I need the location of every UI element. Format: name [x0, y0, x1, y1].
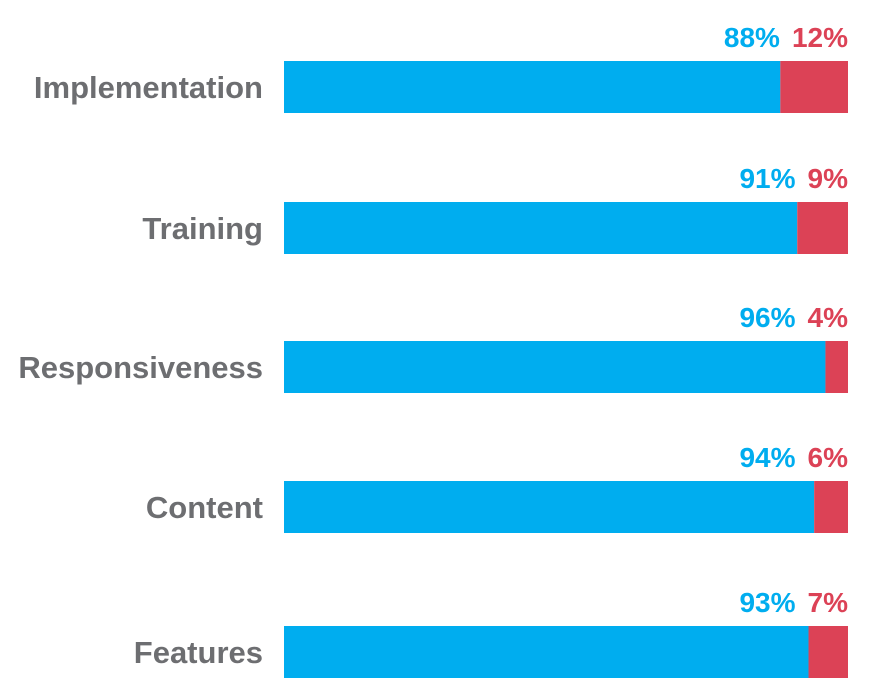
category-label: Content [146, 490, 263, 525]
value-label-primary: 94% [739, 442, 795, 473]
value-label-secondary: 7% [808, 587, 849, 618]
bar-segment-primary [284, 202, 798, 254]
value-label-secondary: 4% [808, 302, 849, 333]
category-label: Implementation [34, 70, 263, 105]
category-label: Training [142, 211, 263, 246]
value-label-primary: 93% [739, 587, 795, 618]
bar-row: Implementation 12% 88% [34, 22, 848, 113]
value-label-primary: 88% [724, 22, 780, 53]
bar-segment-secondary [797, 202, 848, 254]
bar-segment-primary [284, 481, 815, 533]
bar-segment-primary [284, 61, 781, 113]
bar-segment-primary [284, 626, 809, 678]
bar-segment-secondary [780, 61, 848, 113]
bar-row: Features 7% 93% [134, 587, 848, 678]
bar-segment-secondary [808, 626, 848, 678]
bar-segment-primary [284, 341, 826, 393]
bar-segment-secondary [825, 341, 848, 393]
chart-rows: Implementation 12% 88% Training 9% 91% Respons… [18, 22, 848, 678]
bar-row: Content 6% 94% [146, 442, 848, 533]
category-label: Responsiveness [18, 350, 263, 385]
value-label-secondary: 12% [792, 22, 848, 53]
bar-segment-secondary [814, 481, 848, 533]
category-label: Features [134, 635, 263, 670]
bar-row: Responsiveness 4% 96% [18, 302, 848, 393]
value-label-primary: 96% [739, 302, 795, 333]
bar-row: Training 9% 91% [142, 163, 848, 254]
value-label-primary: 91% [739, 163, 795, 194]
value-label-secondary: 9% [808, 163, 849, 194]
value-label-secondary: 6% [808, 442, 849, 473]
